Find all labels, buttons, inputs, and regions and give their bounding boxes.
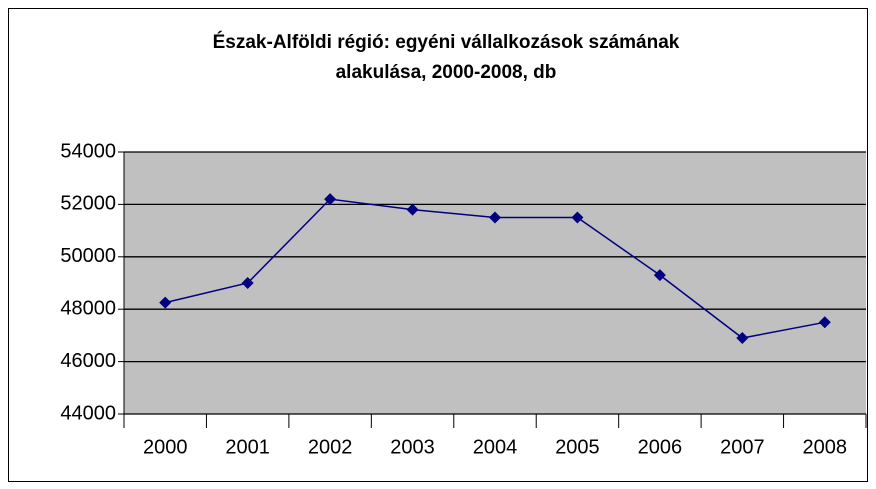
- y-tick-label: 52000: [60, 193, 116, 215]
- y-tick-label: 54000: [60, 140, 116, 162]
- chart-title: Észak-Alföldi régió: egyéni vállalkozáso…: [213, 31, 680, 53]
- x-tick-label: 2001: [225, 436, 270, 458]
- marker: [159, 296, 172, 309]
- marker: [406, 203, 419, 216]
- marker: [324, 193, 337, 206]
- x-tick-label: 2008: [803, 436, 848, 458]
- marker: [653, 269, 666, 282]
- plot-area: [124, 152, 866, 414]
- marker: [736, 332, 749, 345]
- x-tick-label: 2007: [720, 436, 765, 458]
- y-tick-label: 50000: [60, 245, 116, 267]
- marker: [571, 211, 584, 224]
- x-tick-label: 2006: [638, 436, 683, 458]
- y-tick-label: 48000: [60, 297, 116, 319]
- y-tick-label: 46000: [60, 350, 116, 372]
- y-tick-label: 44000: [60, 402, 116, 424]
- chart-title: alakulása, 2000-2008, db: [336, 62, 557, 83]
- x-tick-label: 2004: [473, 436, 518, 458]
- x-tick-label: 2000: [143, 436, 188, 458]
- x-tick-label: 2002: [308, 436, 353, 458]
- marker: [241, 277, 254, 289]
- marker: [489, 211, 501, 224]
- x-tick-label: 2005: [555, 436, 600, 458]
- x-tick-label: 2003: [390, 436, 435, 458]
- marker: [818, 316, 831, 329]
